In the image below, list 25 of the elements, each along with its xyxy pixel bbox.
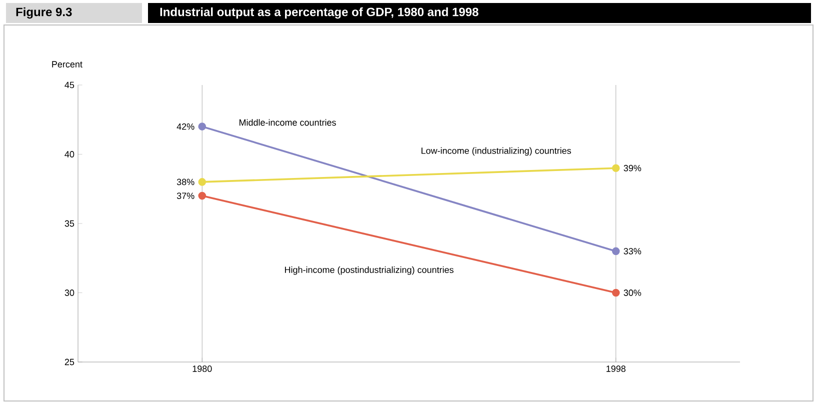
point — [612, 288, 620, 297]
point — [198, 122, 206, 130]
y-tick-label: 40 — [64, 151, 74, 158]
series-label: Low-income (industrializing) countries — [422, 147, 572, 156]
data-label: 42% — [176, 123, 194, 130]
point — [612, 247, 620, 256]
point — [198, 192, 206, 200]
data-label: 37% — [176, 192, 194, 199]
series-label: High-income (postindustrializing) countries — [285, 266, 454, 275]
point — [198, 178, 206, 186]
y-axis-title: Percent — [52, 61, 82, 68]
caption: Figure 9.3 — [16, 7, 72, 19]
series-label: Middle-income countries — [239, 119, 336, 126]
point — [612, 164, 620, 172]
x-tick-label: 1998 — [606, 366, 626, 372]
data-label: 30% — [624, 290, 642, 296]
y-tick-label: 45 — [64, 82, 74, 88]
data-label: 38% — [176, 178, 194, 186]
x-tick-label: 1980 — [192, 366, 212, 372]
data-label: 39% — [624, 164, 642, 172]
chart-title: Industrial output as a percentage of GDP, 1980 and 1998 — [160, 7, 478, 19]
data-label: 33% — [624, 248, 642, 254]
y-tick-label: 30 — [64, 290, 74, 296]
y-tick-label: 35 — [64, 220, 74, 227]
y-tick-label: 25 — [64, 358, 74, 366]
